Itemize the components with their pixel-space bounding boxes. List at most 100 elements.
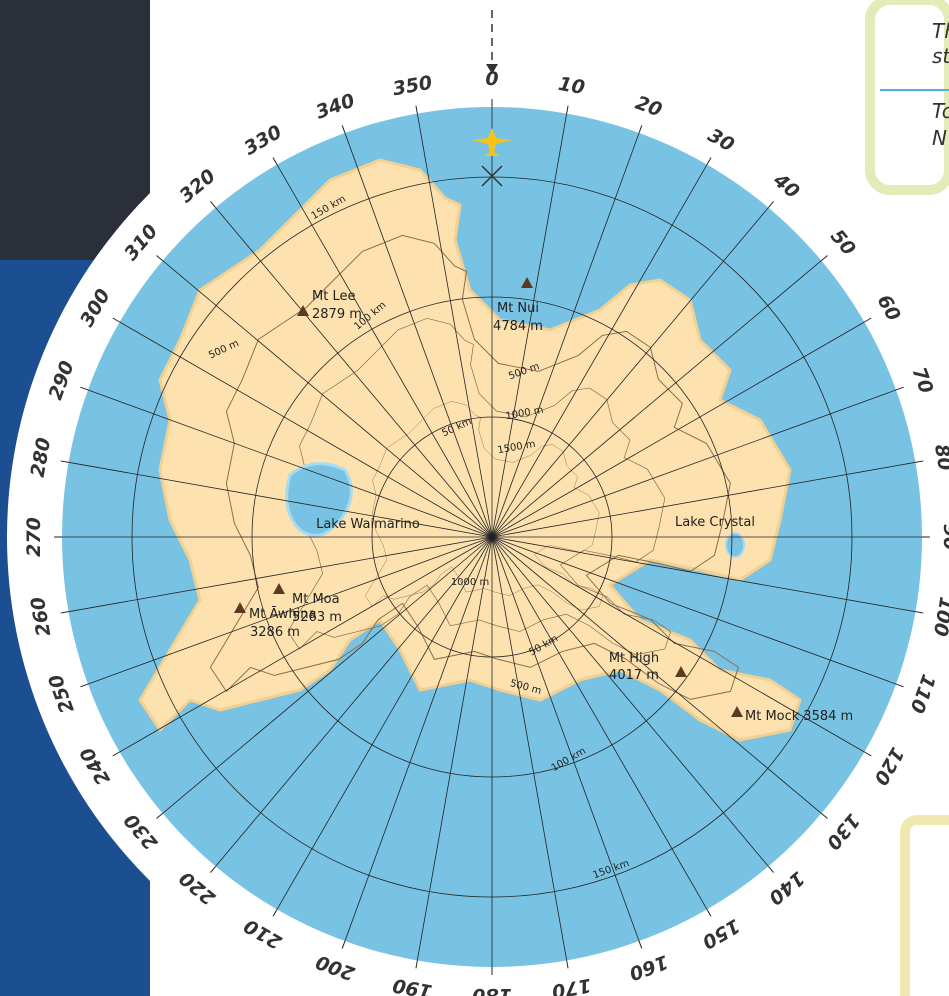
contour-line	[365, 401, 604, 611]
bearing-line	[215, 536, 493, 867]
note-box-bottom	[900, 815, 949, 996]
grid	[54, 99, 930, 975]
bearing-tick	[341, 940, 346, 949]
bearing-tick	[638, 940, 643, 949]
note-text: N	[932, 126, 947, 150]
bearing-tick	[821, 813, 828, 819]
lake	[725, 532, 745, 558]
bearing-label: 270	[23, 517, 45, 557]
bearing-label: 190	[391, 974, 434, 996]
bearing-line	[491, 321, 865, 538]
mountain-marker	[731, 706, 743, 717]
bearing-tick	[566, 105, 569, 114]
bearing-line	[344, 132, 493, 538]
mountain-name: Mt Lee	[312, 289, 355, 304]
bearing-tick	[272, 909, 278, 917]
bearing-line	[491, 536, 769, 867]
bearing-line	[215, 207, 493, 538]
photo-dark	[0, 0, 150, 260]
lake	[285, 462, 353, 538]
bearing-label: 90	[939, 524, 949, 550]
mountain-name: Mt Āwhina	[249, 607, 317, 622]
mountain-marker	[273, 583, 285, 594]
bearing-line	[119, 536, 493, 753]
mountain-marker	[675, 666, 687, 677]
bearing-line	[344, 536, 493, 942]
bearing-line	[162, 260, 493, 538]
island-group	[138, 158, 802, 742]
bearing-tick	[272, 157, 278, 165]
aircraft	[472, 128, 512, 156]
bearing-line	[276, 164, 493, 538]
mountain-name: Mt Mock	[745, 709, 800, 724]
bearing-tick	[112, 751, 120, 757]
bearing-tick	[638, 125, 643, 134]
contour-line	[209, 234, 739, 700]
bearing-tick	[156, 255, 163, 261]
bearing-label: 0	[485, 68, 498, 90]
north-arrow-head	[486, 64, 498, 74]
bearing-line	[162, 536, 493, 814]
bearing-tick	[210, 201, 216, 208]
bearing-line	[491, 113, 568, 538]
bearing-line	[491, 164, 708, 538]
note-text: Th	[932, 19, 949, 43]
mountain-name: Mt High	[609, 651, 659, 666]
bearing-line	[276, 536, 493, 910]
bearing-line	[491, 536, 822, 814]
mountain-elevation: 3286 m	[250, 625, 300, 640]
contour-line	[287, 317, 672, 656]
mountain-marker	[297, 305, 309, 316]
bearing-tick	[415, 105, 418, 114]
position-mark	[481, 165, 503, 187]
bearing-tick	[60, 611, 69, 614]
bearing-line	[416, 536, 493, 961]
bearing-label: 180	[472, 984, 512, 996]
bearing-line	[491, 260, 822, 538]
bearing-tick	[415, 960, 418, 969]
bearing-tick	[60, 460, 69, 463]
bearing-tick	[768, 866, 774, 873]
bearing-tick	[80, 386, 89, 391]
bearing-label: 10	[557, 73, 587, 99]
mountain-label: Mt Mock 3584 m	[745, 709, 853, 724]
mountain-elevation: 2879 m	[312, 307, 362, 322]
contour-label: 1000 m	[451, 577, 489, 588]
bearing-tick	[768, 201, 774, 208]
bearing-tick	[156, 813, 163, 819]
bearing-line	[491, 536, 865, 753]
bearing-line	[491, 536, 708, 910]
bearing-line	[491, 389, 897, 538]
bearing-line	[416, 113, 493, 538]
land	[138, 158, 802, 742]
bearing-tick	[341, 125, 346, 134]
bearing-line	[491, 132, 640, 538]
range-ring	[371, 416, 613, 658]
bearing-tick	[112, 317, 120, 323]
lake-label: Lake Crystal	[675, 515, 755, 530]
note-box	[865, 0, 949, 195]
bearing-tick	[706, 157, 712, 165]
bearing-tick	[80, 683, 89, 688]
mountain-marker	[234, 602, 246, 613]
bearing-line	[491, 536, 916, 613]
mountain-name: Mt Moa	[292, 592, 340, 607]
bearing-tick	[706, 909, 712, 917]
mountain-name: Mt Nui	[497, 301, 539, 316]
bearing-tick	[210, 866, 216, 873]
bearing-tick	[895, 386, 904, 391]
lake-label: Lake Waimarino	[316, 517, 420, 532]
bearing-tick	[566, 960, 569, 969]
bearing-label: 80	[930, 443, 949, 473]
bearing-line	[87, 536, 493, 685]
bearing-tick	[864, 317, 872, 323]
bearing-line	[87, 389, 493, 538]
bearing-tick	[915, 460, 924, 463]
mountain-elevation: 3584 m	[803, 709, 853, 724]
mountain-elevation: 5263 m	[292, 610, 342, 625]
bearing-tick	[821, 255, 828, 261]
bearing-tick	[895, 683, 904, 688]
bearing-line	[491, 461, 916, 538]
range-ring	[251, 296, 733, 778]
